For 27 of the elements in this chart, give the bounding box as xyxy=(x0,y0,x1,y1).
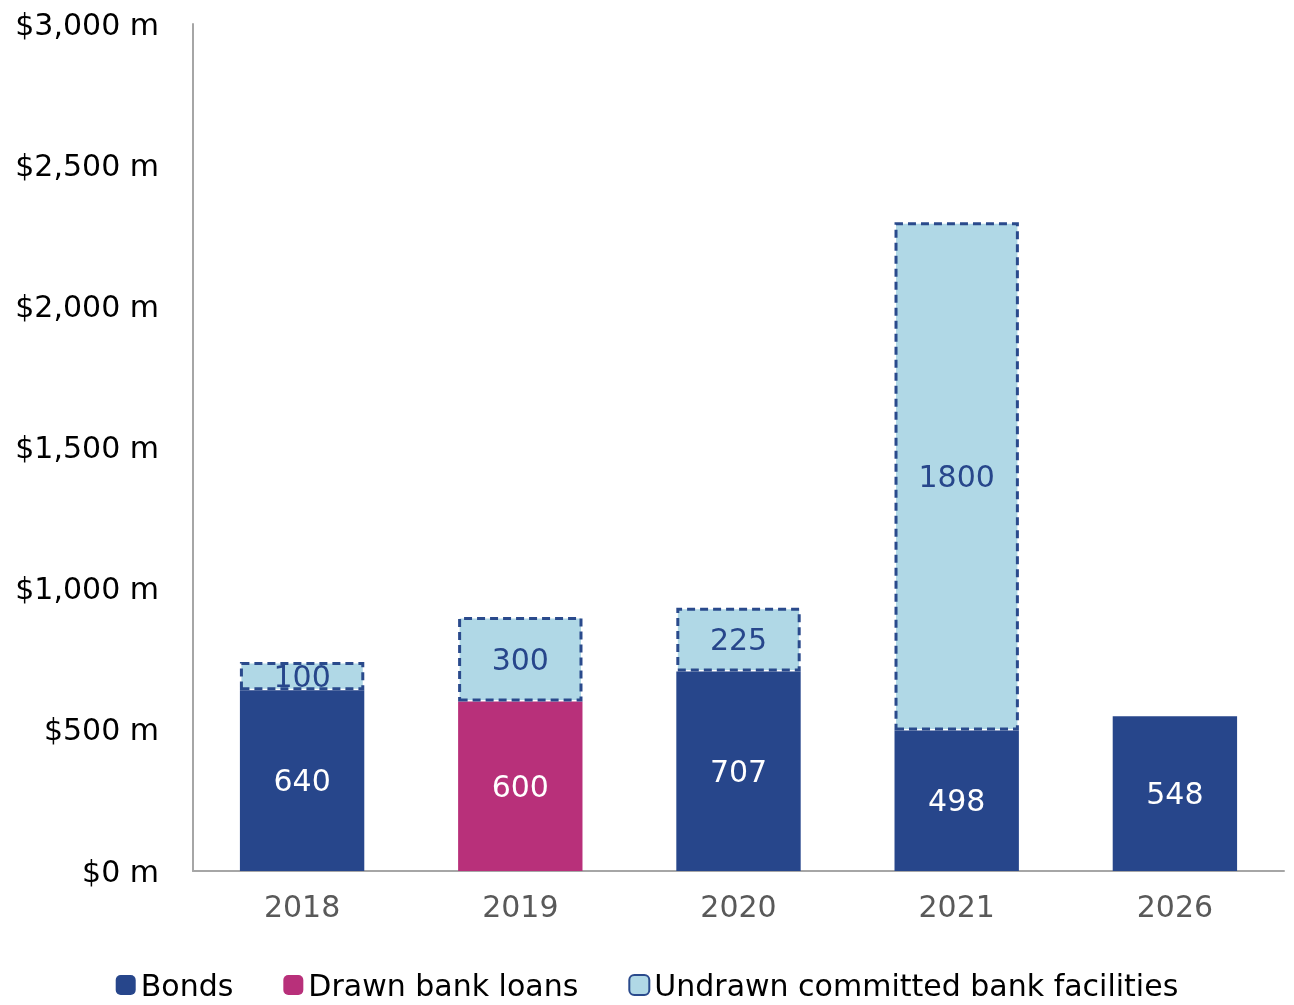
bar xyxy=(1112,716,1238,871)
x-tick-label: 2019 xyxy=(482,888,559,924)
data-label: 498 xyxy=(928,783,986,819)
legend-label: Bonds xyxy=(140,967,234,1003)
x-tick-label: 2026 xyxy=(1136,888,1214,924)
data-label: 707 xyxy=(709,753,768,789)
data-label: 548 xyxy=(1146,776,1204,812)
data-label: 600 xyxy=(491,768,549,804)
data-label: 1800 xyxy=(918,458,995,494)
y-tick-label: $2,500 m xyxy=(15,147,159,183)
y-tick-label: $1,000 m xyxy=(15,571,159,607)
x-tick-label: 2018 xyxy=(263,888,341,924)
y-tick-label: $0 m xyxy=(82,853,159,889)
y-tick-label: $500 m xyxy=(43,712,159,748)
bar xyxy=(458,701,583,871)
y-tick-label: $1,500 m xyxy=(15,430,159,465)
data-label: 300 xyxy=(491,641,549,677)
data-label: 100 xyxy=(273,658,331,694)
x-tick-label: 2021 xyxy=(918,888,995,924)
data-label: 225 xyxy=(709,622,768,658)
y-tick-label: $3,000 m xyxy=(15,6,159,42)
x-tick-label: 2020 xyxy=(700,888,777,924)
data-label: 640 xyxy=(273,763,331,799)
legend-label: Drawn bank loans xyxy=(308,967,579,1003)
legend-label: Undrawn committed bank facilities xyxy=(654,967,1179,1003)
y-tick-label: $2,000 m xyxy=(15,288,159,324)
bar xyxy=(458,616,583,702)
